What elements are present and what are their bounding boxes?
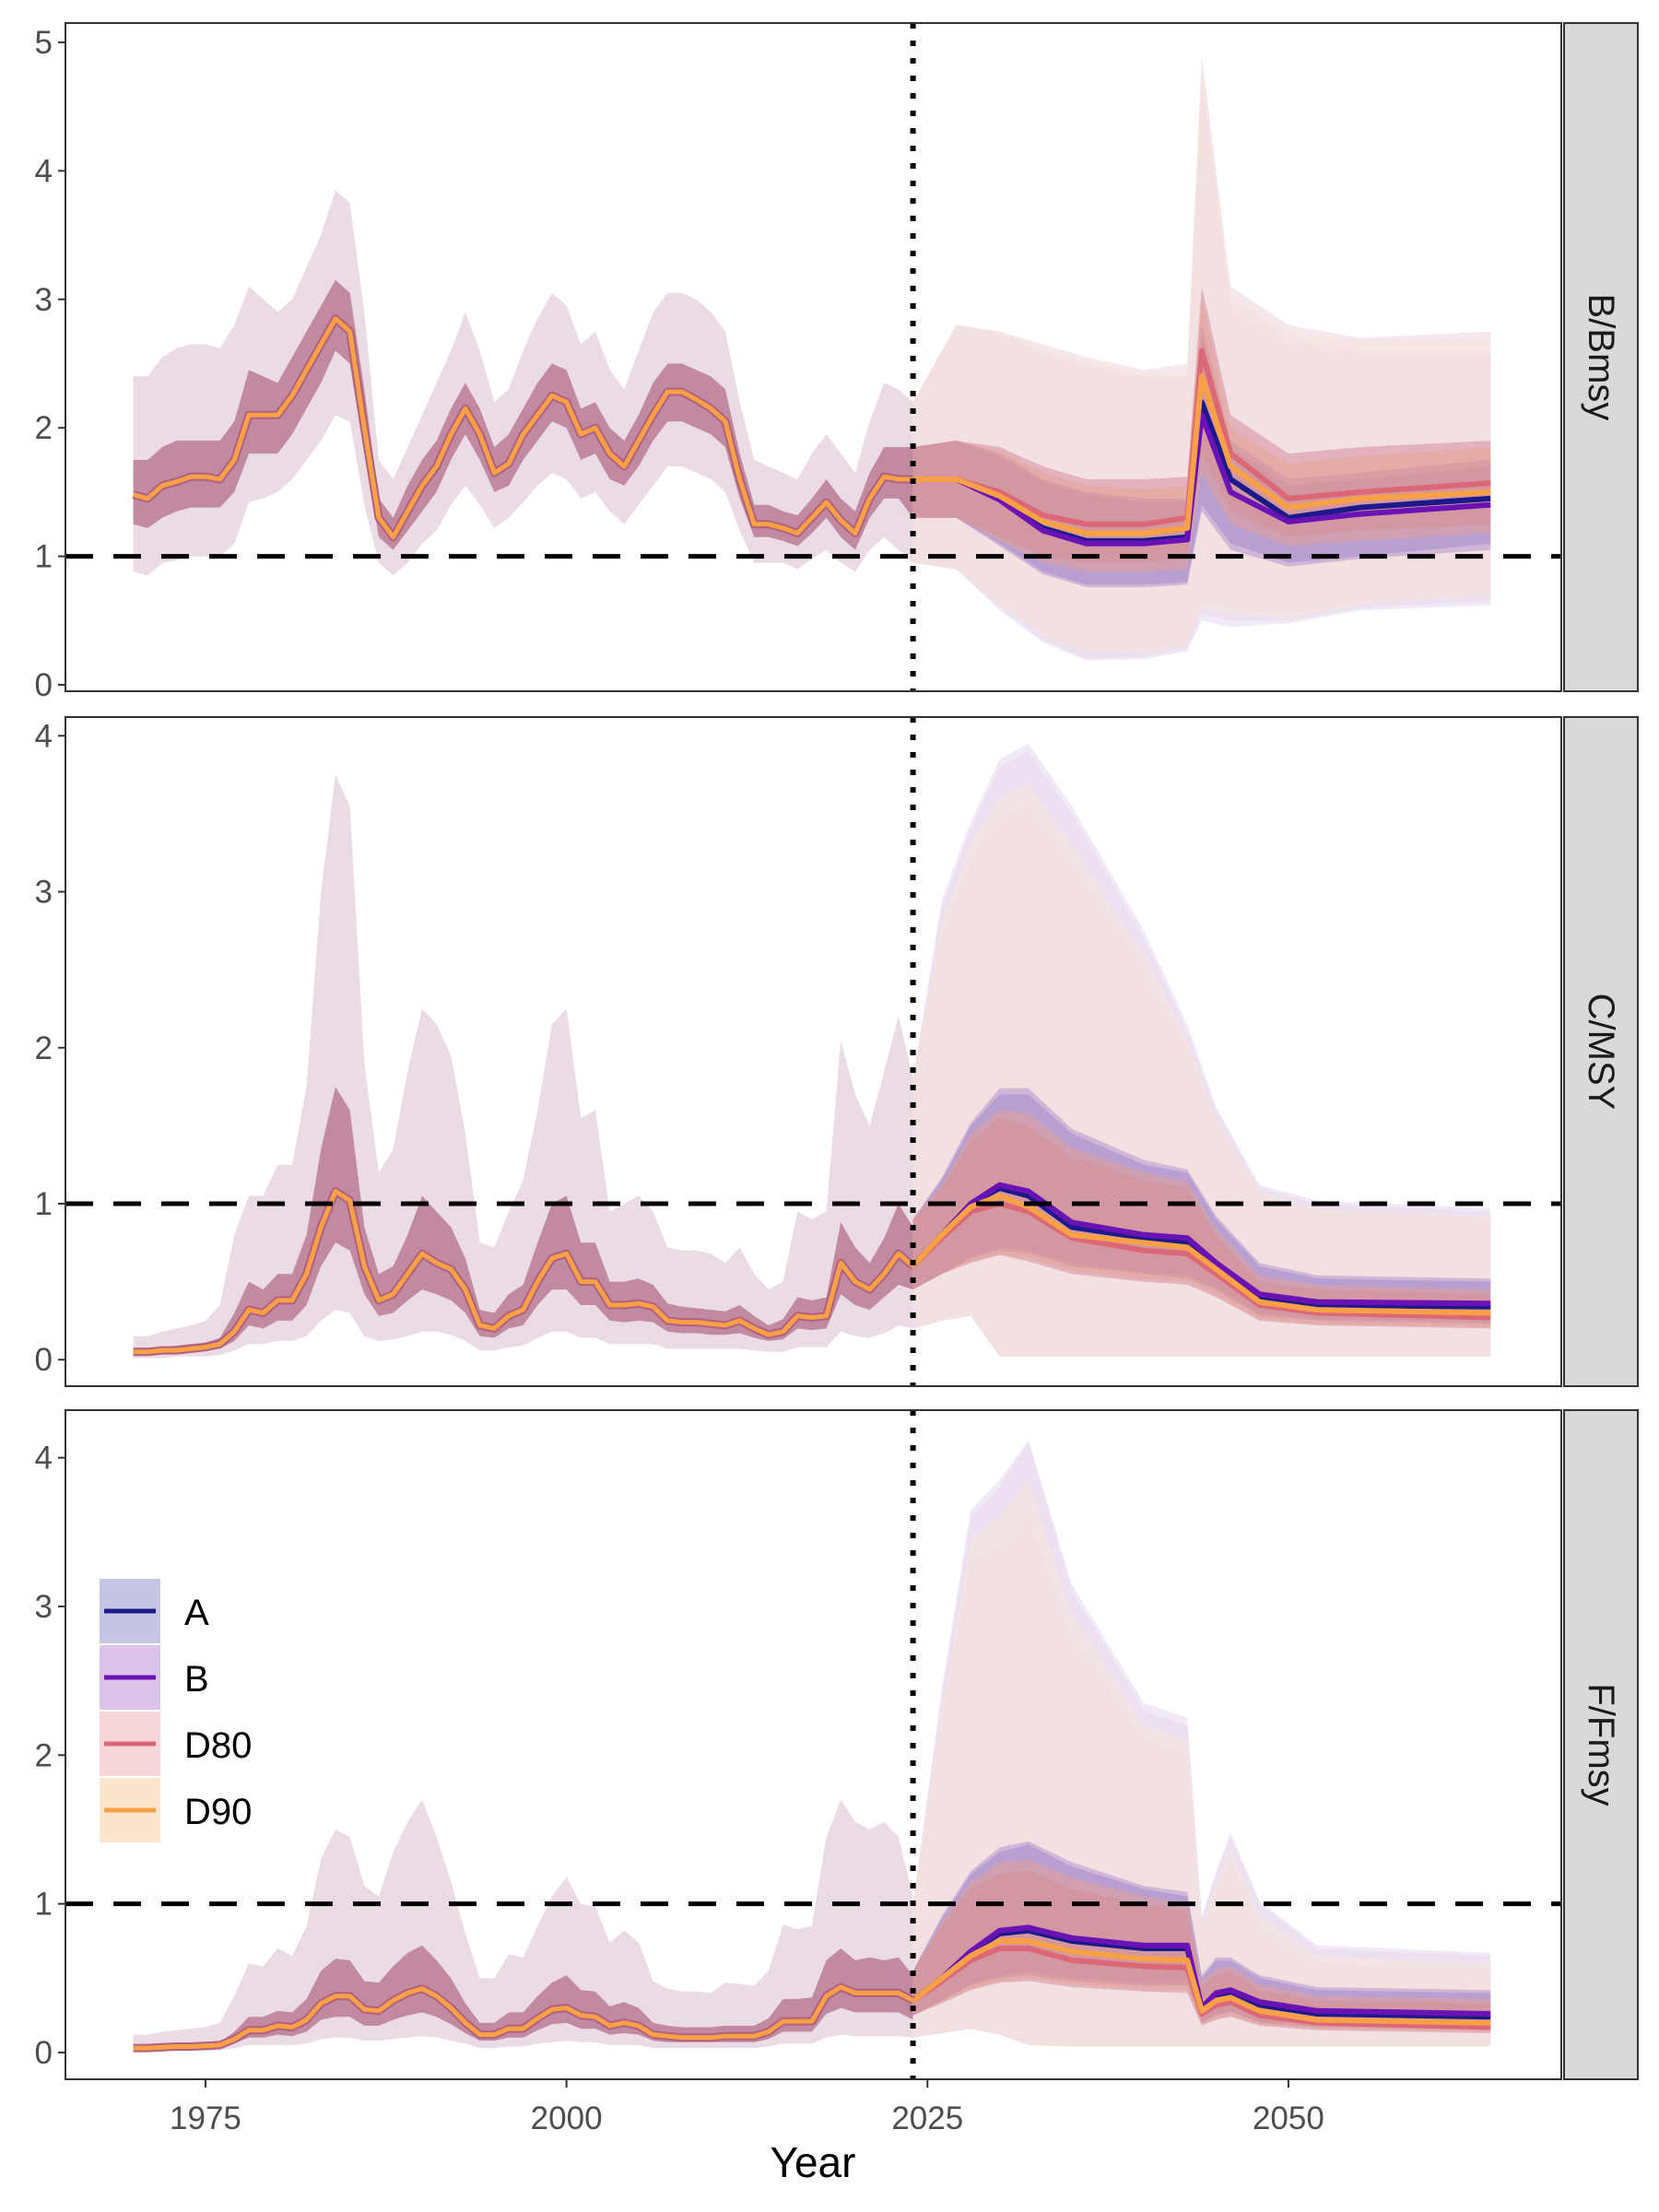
- panel-data: [133, 743, 1491, 1359]
- facet-strip: [1563, 716, 1639, 1387]
- x-axis-title: Year: [771, 2138, 856, 2186]
- x-axis: 1975 2000 2025 2050: [170, 2079, 1324, 2136]
- legend-label: D90: [184, 1792, 252, 1832]
- y-tick-label: 0: [35, 1342, 53, 1378]
- historical-band-50: [133, 279, 913, 550]
- y-tick-label: 2: [35, 1030, 53, 1066]
- projection-median-line-b: [912, 412, 1491, 547]
- y-tick-label: 4: [35, 153, 53, 189]
- panel-c-msy: 0 1 2 3 4 C/MSY: [35, 716, 1639, 1387]
- projection-band-50-b: [912, 1088, 1491, 1321]
- projection-median-line-d90: [911, 1938, 1491, 2026]
- panel-border: [65, 22, 1562, 692]
- projection-median-line-d80: [911, 1946, 1491, 2030]
- legend: AB D80 D90: [100, 1579, 252, 1842]
- projection-band-50-d80: [912, 1117, 1491, 1329]
- y-tick-label: 3: [35, 282, 53, 318]
- x-tick-label: 2050: [1253, 2100, 1324, 2136]
- y-tick-label: 1: [35, 1186, 53, 1222]
- y-tick-label: 3: [35, 875, 53, 911]
- legend-item-b: B: [100, 1645, 209, 1710]
- y-tick-label: 3: [35, 1589, 53, 1625]
- panel-data: [132, 54, 1491, 661]
- facet-strip-label: B/Bmsy: [1581, 294, 1621, 421]
- panel-f-fmsy: 0 1 2 3 4 F/Fmsy: [35, 1409, 1639, 2080]
- y-tick-label: 0: [35, 667, 53, 703]
- projection-median-line-d90: [911, 1193, 1491, 1316]
- y-tick-label: 4: [35, 1441, 53, 1477]
- projection-band-50-d90: [912, 1859, 1491, 2032]
- y-tick-label: 1: [35, 1887, 53, 1923]
- projection-band-50-a: [912, 1094, 1491, 1324]
- legend-item-d90: D90: [100, 1778, 252, 1842]
- legend-item-d80: D80: [100, 1712, 252, 1776]
- x-tick-label: 2025: [891, 2100, 963, 2136]
- historical-median-line: [133, 1189, 915, 1355]
- projection-band-50-d90: [912, 1110, 1491, 1327]
- projection-median-line-b: [911, 1924, 1491, 2017]
- y-tick-label: 2: [35, 410, 53, 446]
- projection-band-50-a: [912, 1844, 1491, 2030]
- facet-strip-label: C/MSY: [1581, 994, 1621, 1111]
- projection-median-line-d80: [912, 347, 1491, 527]
- legend-item-a: A: [100, 1579, 209, 1643]
- facet-strip: [1563, 1409, 1639, 2080]
- y-tick-label: 4: [35, 718, 53, 754]
- y-tick-label: 5: [35, 25, 53, 61]
- projection-median-line-d90: [912, 373, 1491, 536]
- facet-strip: [1563, 22, 1639, 692]
- y-tick-label: 0: [35, 2035, 53, 2071]
- historical-median-line: [133, 1984, 914, 2051]
- projection-band-50-b: [912, 1841, 1491, 2030]
- panel-data: [133, 1440, 1491, 2053]
- historical-median-line: [132, 316, 913, 540]
- legend-label: A: [184, 1593, 209, 1633]
- x-tick-label: 1975: [170, 2100, 241, 2136]
- historical-band-50: [133, 1087, 913, 1356]
- legend-label: B: [184, 1659, 209, 1700]
- historical-band-50: [133, 1945, 913, 2050]
- y-tick-label: 2: [35, 1737, 53, 1773]
- panel-border: [65, 716, 1562, 1387]
- panel-border: [65, 1409, 1562, 2080]
- historical-band-90: [133, 190, 913, 576]
- panel-b-bmsy: 0 1 2 3 4 5 B/Bmsy: [35, 22, 1639, 703]
- projection-median-line-d80: [911, 1201, 1491, 1321]
- x-tick-label: 2000: [531, 2100, 603, 2136]
- facet-strip-label: F/Fmsy: [1581, 1683, 1621, 1806]
- legend-label: D80: [184, 1725, 252, 1766]
- y-tick-label: 1: [35, 539, 53, 575]
- projection-band-90-d90: [912, 1479, 1491, 2047]
- projection-band-50-d80: [912, 1871, 1491, 2033]
